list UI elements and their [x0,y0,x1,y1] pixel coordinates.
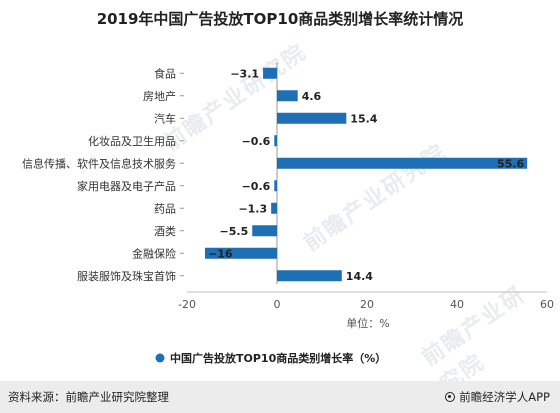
data-label: −1.3 [238,202,267,215]
data-label: 4.6 [302,90,322,103]
category-label: 酒类 [154,224,176,238]
bar [271,202,277,214]
bar [277,112,347,124]
x-tick-label: 40 [450,298,464,311]
data-label: 55.6 [497,157,524,170]
category-label: 汽车 [154,111,176,125]
category-label: 房地产 [143,89,176,103]
source-note: 资料来源：前瞻产业研究院整理 [8,390,169,404]
bar [274,180,277,192]
legend-marker [155,353,165,363]
data-label: −3.1 [230,67,259,80]
brand-label: 前瞻经济学人APP [459,390,550,404]
footer: 资料来源：前瞻产业研究院整理 前瞻经济学人APP [0,381,560,413]
data-label: −5.5 [220,225,249,238]
chart-title: 2019年中国广告投放TOP10商品类别增长率统计情况 [96,10,464,28]
brand-logo-icon [445,392,456,402]
category-label: 金融保险 [132,246,176,260]
data-label: 14.4 [346,270,373,283]
x-tick-label: 0 [274,298,281,311]
data-label: 15.4 [350,112,377,125]
category-label: 化妆品及卫生用品 [88,134,176,148]
category-label: 服装服饰及珠宝首饰 [77,269,176,283]
bar [277,90,298,102]
bar [252,225,277,237]
data-label: −16 [208,247,233,260]
category-label: 家用电器及电子产品 [77,179,176,193]
brand: 前瞻经济学人APP [445,389,550,405]
category-label: 食品 [154,66,176,80]
bar [277,157,528,169]
bar [277,270,342,282]
data-label: −0.6 [242,135,271,148]
x-tick-label: 60 [540,298,554,311]
bar-chart: 食品 −3.1 房地产 4.6 汽车 15.4 化妆品及卫生用品 −0.6 信息传播、软件及信息… [22,62,554,365]
legend-label: 中国广告投放TOP10商品类别增长率（%） [170,351,386,365]
category-label: 药品 [154,202,176,215]
data-label: −0.6 [242,180,271,193]
x-tick-label: -20 [178,298,196,311]
category-label: 信息传播、软件及信息技术服务 [22,156,176,170]
bar [274,135,277,147]
bar [205,247,277,259]
unit-label: 单位：% [346,316,389,330]
x-tick-label: 20 [360,298,374,311]
bar [263,67,277,79]
